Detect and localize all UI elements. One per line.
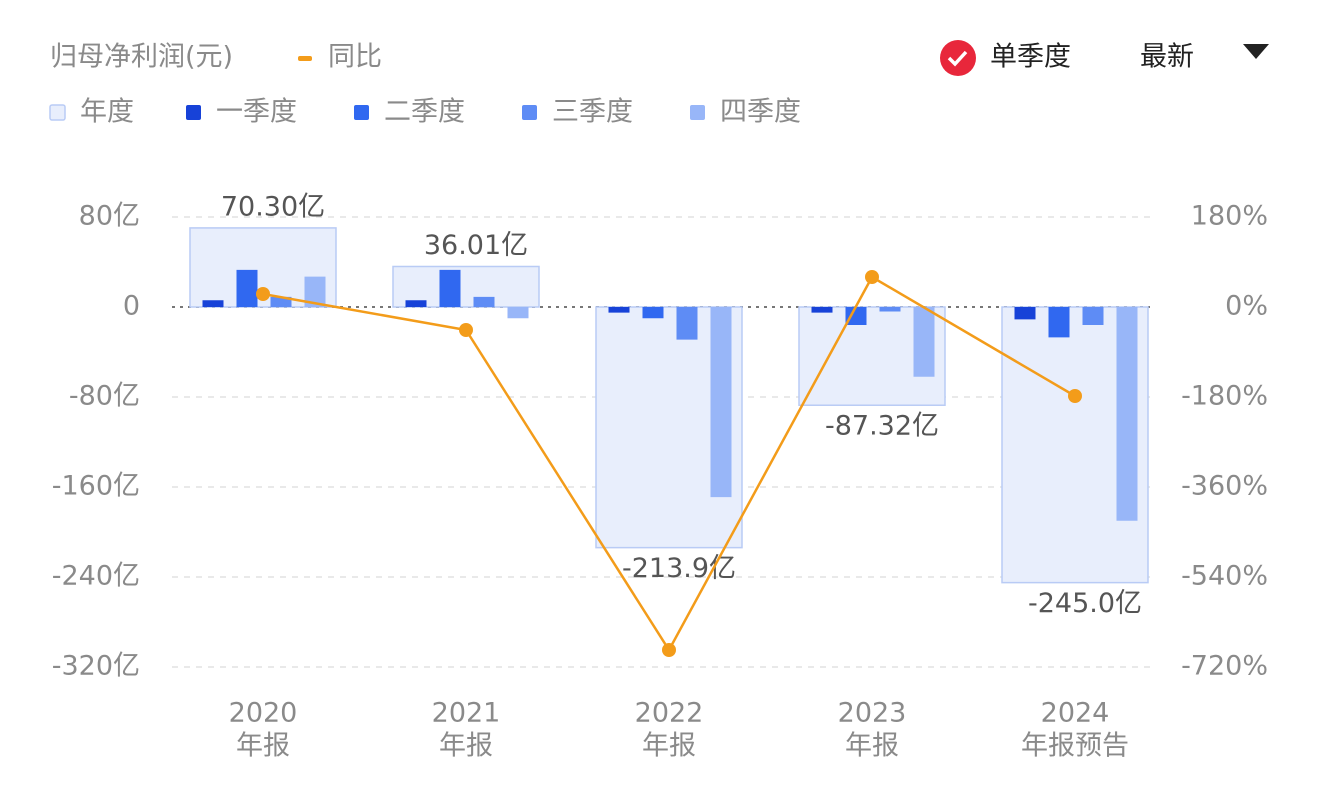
legend-swatch [522,105,537,120]
quarter-bar [507,307,529,319]
y-tick-label: -240亿 [52,561,140,592]
quarter-bar [913,307,935,377]
value-label: 70.30亿 [221,191,325,222]
value-label: -245.0亿 [1028,588,1142,619]
value-label: -213.9亿 [622,553,736,584]
y2-tick-label: 180% [1191,201,1268,232]
x-tick-label: 2022 [635,698,704,729]
y2-tick-label: -180% [1181,381,1268,412]
quarter-bar [270,296,292,307]
chart-title: 归母净利润(元) [50,42,233,73]
value-label: -87.32亿 [825,411,939,442]
legend-swatch [354,105,369,120]
quarter-bar [879,307,901,312]
legend-label: 同比 [328,42,382,73]
legend-swatch [49,104,66,121]
legend-label: 一季度 [216,97,297,128]
dropdown-arrow [1243,44,1269,59]
x-tick-label: 2023 [838,698,907,729]
yoy-point [1068,389,1082,403]
value-label: 36.01亿 [424,230,528,261]
legend-swatch [186,105,201,120]
legend-label: 年度 [80,97,134,128]
quarter-bar [845,307,867,325]
x-tick-sublabel: 年报 [845,731,899,762]
x-tick-sublabel: 年报 [642,731,696,762]
quarter-bar [405,300,427,307]
x-tick-label: 2024 [1041,698,1110,729]
check-icon [940,40,976,76]
y2-tick-label: -360% [1181,471,1268,502]
quarter-bar [439,269,461,307]
y-tick-label: -320亿 [52,651,140,682]
quarter-bar [676,307,698,340]
y-tick-label: 0 [123,291,140,322]
quarter-bar [236,269,258,307]
legend-label: 四季度 [720,97,801,128]
y2-tick-label: -540% [1181,561,1268,592]
check-mark [947,50,968,67]
quarter-bar [642,307,664,319]
yoy-point [459,323,473,337]
y-tick-label: -80亿 [69,381,140,412]
legend-swatch [298,56,312,61]
quarter-bar [1116,307,1138,521]
y2-tick-label: 0% [1225,291,1268,322]
latest-dropdown[interactable]: 最新 [1140,42,1269,73]
yoy-point [256,287,270,301]
quarter-bar [1048,307,1070,338]
yoy-point [662,643,676,657]
quarter-bar [473,296,495,307]
quarter-bar [1082,307,1104,325]
x-tick-sublabel: 年报 [439,731,493,762]
legend-label: 二季度 [384,97,465,128]
x-tick-label: 2020 [229,698,298,729]
x-tick-sublabel: 年报 [236,731,290,762]
quarter-bar [710,307,732,498]
y2-tick-label: -720% [1181,651,1268,682]
dropdown-label: 最新 [1140,42,1194,73]
quarter-bar [608,307,630,313]
y-tick-label: 80亿 [79,201,140,232]
legend-label: 三季度 [552,97,633,128]
x-tick-sublabel: 年报预告 [1021,731,1129,762]
yoy-point [865,270,879,284]
quarter-bar [1014,307,1036,320]
annual-bar [392,265,540,308]
y-tick-label: -160亿 [52,471,140,502]
legend-swatch [690,105,705,120]
quarter-bar [811,307,833,313]
toggle-label: 单季度 [990,42,1071,73]
x-tick-label: 2021 [432,698,501,729]
quarter-bar [202,300,224,307]
single-quarter-toggle[interactable]: 单季度 [940,40,1071,76]
quarter-bar [304,276,326,307]
